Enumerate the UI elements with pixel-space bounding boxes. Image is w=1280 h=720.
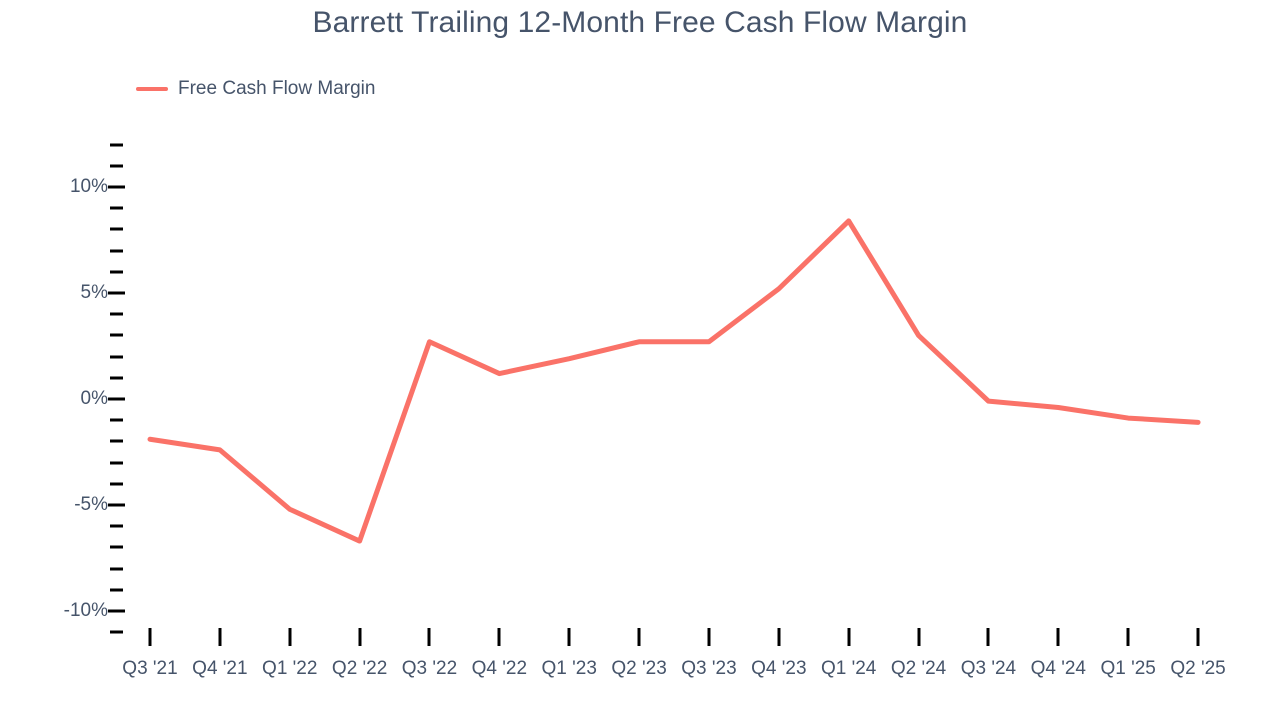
x-axis-tick-label: Q2 '22 — [331, 658, 388, 679]
y-axis-tick-label: 5% — [80, 282, 108, 303]
x-axis-tick-label: Q4 '22 — [471, 658, 528, 679]
y-axis-minor-tick-mark — [110, 439, 123, 443]
y-axis-minor-tick-mark — [110, 164, 123, 168]
y-axis-minor-tick-mark — [110, 143, 123, 147]
x-axis-tick-mark — [497, 628, 501, 646]
y-axis-minor-tick-mark — [110, 630, 123, 634]
y-axis-minor-tick-mark — [110, 461, 123, 465]
x-axis-tick-label: Q3 '23 — [681, 658, 737, 679]
y-axis-tick-mark — [108, 185, 125, 189]
y-axis-minor-tick-mark — [110, 588, 123, 592]
y-axis-minor-tick-mark — [110, 206, 123, 210]
y-axis-minor-tick-mark — [110, 270, 123, 274]
x-axis-tick-label: Q2 '24 — [890, 658, 947, 679]
x-axis-tick-label: Q1 '25 — [1100, 658, 1156, 679]
x-axis-tick-mark — [218, 628, 222, 646]
x-axis-tick-label: Q1 '24 — [820, 658, 877, 679]
page-title: Barrett Trailing 12-Month Free Cash Flow… — [312, 6, 968, 39]
y-axis-minor-tick-mark — [110, 355, 123, 359]
x-axis-tick-label: Q3 '24 — [960, 658, 1017, 679]
y-axis-tick-label: 10% — [69, 176, 108, 197]
y-axis-tick-label: 0% — [80, 388, 108, 409]
x-axis-tick-label: Q3 '21 — [122, 658, 178, 679]
x-axis-tick-mark — [777, 628, 781, 646]
y-axis-tick-mark — [108, 503, 125, 507]
chart-legend: Free Cash Flow Margin — [136, 78, 375, 100]
y-axis-minor-tick-mark — [110, 545, 123, 549]
y-axis-minor-tick-mark — [110, 333, 123, 337]
x-axis-tick-label: Q3 '22 — [401, 658, 458, 679]
legend-color-swatch — [136, 87, 168, 91]
x-axis-tick-label: Q1 '23 — [541, 658, 597, 679]
x-axis-tick-mark — [1196, 628, 1200, 646]
x-axis-tick-mark — [1056, 628, 1060, 646]
y-axis-minor-tick-mark — [110, 567, 123, 571]
y-axis-tick-mark — [108, 397, 125, 401]
x-axis-tick-label: Q4 '21 — [192, 658, 248, 679]
y-axis-minor-tick-mark — [110, 249, 123, 253]
x-axis-tick-mark — [986, 628, 990, 646]
y-axis-minor-tick-mark — [110, 312, 123, 316]
x-axis-tick-label: Q4 '24 — [1030, 658, 1086, 679]
x-axis-tick-mark — [358, 628, 362, 646]
y-axis-minor-tick-mark — [110, 482, 123, 486]
x-axis-tick-mark — [917, 628, 921, 646]
y-axis-tick-mark — [108, 291, 125, 295]
x-axis-tick-label: Q2 '25 — [1170, 658, 1226, 679]
y-axis-tick-label: -10% — [63, 600, 108, 621]
x-axis-tick-mark — [847, 628, 851, 646]
x-axis-tick-mark — [288, 628, 292, 646]
legend-item-label: Free Cash Flow Margin — [178, 78, 376, 99]
y-axis-minor-tick-mark — [110, 376, 123, 380]
y-axis-tick-mark — [108, 609, 125, 613]
x-axis-tick-mark — [707, 628, 711, 646]
x-axis-tick-label: Q2 '23 — [611, 658, 667, 679]
y-axis-tick-label: -5% — [74, 494, 108, 515]
y-axis-minor-tick-mark — [110, 227, 123, 231]
x-axis-tick-mark — [567, 628, 571, 646]
x-axis-tick-label: Q1 '22 — [262, 658, 318, 679]
x-axis-tick-label: Q4 '23 — [751, 658, 807, 679]
x-axis-tick-mark — [148, 628, 152, 646]
x-axis-tick-mark — [637, 628, 641, 646]
y-axis-minor-tick-mark — [110, 524, 123, 528]
x-axis-tick-mark — [1126, 628, 1130, 646]
x-axis-tick-mark — [427, 628, 431, 646]
y-axis-minor-tick-mark — [110, 418, 123, 422]
